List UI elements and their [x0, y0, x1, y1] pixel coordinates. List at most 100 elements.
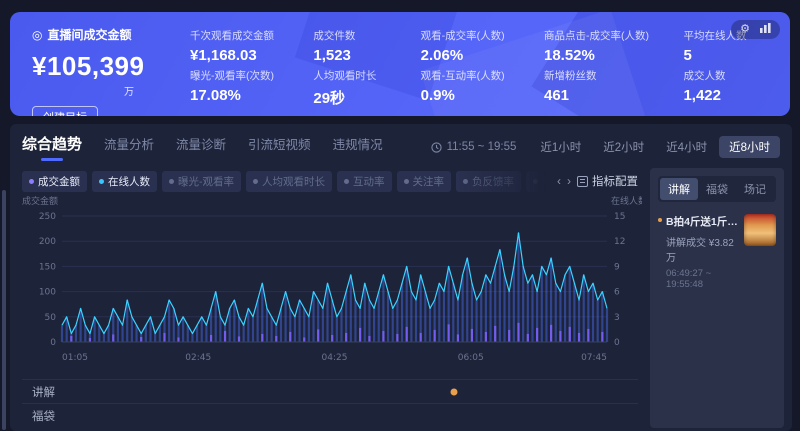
metric-value: 29秒: [313, 90, 346, 107]
svg-text:6: 6: [614, 288, 620, 298]
marker-dot[interactable]: [450, 388, 458, 395]
range-button[interactable]: 近2小时: [603, 142, 645, 154]
trend-chart[interactable]: 250 15 200 12 150 9 100 6 50 3 0 0 成交金额 在线人数 01:05 02:4…: [22, 194, 647, 374]
tab-流量分析[interactable]: 流量分析: [104, 138, 155, 152]
metric-value: 461: [543, 87, 570, 104]
nav-row: 综合趋势 流量分析 流量诊断 引流短视频 违规情况 11:55 ~ 19:55 近1小时…: [10, 132, 792, 162]
banner-metric: 成交人数 1,422: [683, 68, 780, 108]
chevron-right-icon[interactable]: ›: [567, 174, 571, 188]
banner-metric: 千次观看成交金额 ¥1,168.03: [190, 28, 313, 68]
primary-metric-unit: 万: [124, 87, 134, 98]
metric-chip[interactable]: 关注率: [396, 170, 451, 192]
chevron-left-icon[interactable]: ‹: [557, 174, 561, 188]
chart-section: 成交金额在线人数曝光-观看率人均观看时长互动率关注率负反馈率负反馈次数千次观看成…: [10, 168, 650, 428]
gear-icon[interactable]: ⚙: [740, 23, 750, 35]
chip-dot-icon: [169, 178, 174, 184]
tab-综合趋势[interactable]: 综合趋势: [22, 133, 82, 161]
tab-流量诊断[interactable]: 流量诊断: [176, 138, 227, 152]
clock-icon: [430, 141, 442, 153]
chip-label: 在线人数: [108, 175, 150, 188]
metric-chip[interactable]: 负反馈次数: [526, 170, 551, 192]
time-range-text: 11:55 ~ 19:55: [446, 141, 517, 153]
chip-label: 曝光-观看率: [178, 175, 234, 188]
metric-label: 观看-互动率(人数): [420, 70, 505, 82]
chip-dot-icon: [29, 178, 34, 184]
target-icon: ◎: [32, 27, 43, 42]
tab-违规情况[interactable]: 违规情况: [332, 138, 383, 152]
chip-dot-icon: [99, 178, 104, 184]
metric-chip[interactable]: 负反馈率: [456, 170, 521, 192]
item-deal-amount: 讲解成交 ¥3.82万: [666, 238, 734, 264]
chip-label: 人均观看时长: [262, 175, 325, 188]
scrollbar[interactable]: [2, 190, 6, 430]
metric-chip-row: 成交金额在线人数曝光-观看率人均观看时长互动率关注率负反馈率负反馈次数千次观看成…: [22, 168, 638, 194]
metric-value: 1,422: [683, 87, 721, 104]
sidebar-tab-场记[interactable]: 场记: [744, 184, 766, 196]
svg-text:250: 250: [39, 212, 56, 222]
metric-label: 成交人数: [683, 70, 726, 82]
stats-icon[interactable]: [760, 23, 771, 36]
svg-text:200: 200: [39, 237, 56, 247]
product-thumbnail: [744, 214, 776, 246]
metric-chip[interactable]: 互动率: [337, 170, 392, 192]
metric-chip[interactable]: 成交金额: [22, 170, 87, 192]
chip-label: 关注率: [412, 175, 445, 188]
range-button[interactable]: 近8小时: [719, 136, 780, 158]
metric-config-label: 指标配置: [592, 176, 638, 188]
metric-chip[interactable]: 曝光-观看率: [162, 170, 241, 192]
metric-label: 曝光-观看率(次数): [190, 70, 274, 82]
summary-banner: ◎ 直播间成交金额 ¥105,399 万 创建目标 千次观看成交金额 ¥1,168…: [10, 12, 790, 116]
primary-metric-label: 直播间成交金额: [47, 28, 132, 42]
svg-text:02:45: 02:45: [185, 353, 211, 363]
explain-item[interactable]: B拍4斤送1斤共35-4... 讲解成交 ¥3.82万 06:49:27 ~ 19:…: [658, 214, 776, 290]
sidebar-tab-福袋[interactable]: 福袋: [706, 184, 728, 196]
banner-metric: 观看-成交率(人数) 2.06%: [421, 28, 544, 68]
chip-dot-icon: [344, 178, 349, 184]
chip-label: 互动率: [353, 175, 385, 188]
chip-label: 负反馈次数: [542, 175, 551, 188]
svg-text:9: 9: [614, 262, 620, 272]
metric-label: 商品点击-成交率(人数): [543, 30, 649, 42]
metric-config-button[interactable]: 指标配置: [577, 173, 638, 189]
time-range-display: 11:55 ~ 19:55: [430, 141, 517, 153]
chip-scroll-arrows: ‹ ›: [557, 174, 571, 188]
create-goal-button[interactable]: 创建目标: [32, 106, 98, 116]
svg-text:04:25: 04:25: [322, 353, 348, 363]
banner-metric: 人均观看时长 29秒: [313, 68, 420, 108]
metric-chip[interactable]: 在线人数: [92, 170, 157, 192]
time-controls: 11:55 ~ 19:55 近1小时 近2小时 近4小时 近8小时: [430, 136, 780, 158]
svg-text:01:05: 01:05: [62, 353, 88, 363]
banner-metric: 曝光-观看率(次数) 17.08%: [190, 68, 313, 108]
chip-label: 负反馈率: [472, 175, 514, 188]
config-icon: [577, 175, 588, 187]
banner-metrics-grid: 千次观看成交金额 ¥1,168.03 成交件数 1,523 观看-成交率(人数) 2.06…: [190, 28, 780, 108]
event-lanes: 讲解 福袋: [22, 379, 638, 427]
chip-label: 成交金额: [38, 175, 80, 188]
metric-label: 成交件数: [313, 30, 356, 42]
metric-value: 5: [683, 47, 692, 64]
svg-text:0: 0: [614, 338, 620, 348]
primary-metric: ◎ 直播间成交金额 ¥105,399 万 创建目标: [32, 26, 182, 116]
range-button[interactable]: 近1小时: [540, 142, 582, 154]
svg-text:150: 150: [39, 262, 56, 272]
chip-dot-icon: [253, 178, 258, 184]
svg-text:3: 3: [614, 313, 620, 323]
sidebar-tab-讲解[interactable]: 讲解: [660, 178, 698, 200]
svg-text:0: 0: [50, 338, 56, 348]
item-title: B拍4斤送1斤共35-4...: [666, 216, 738, 228]
svg-text:100: 100: [39, 288, 56, 298]
content-row: 成交金额在线人数曝光-观看率人均观看时长互动率关注率负反馈率负反馈次数千次观看成…: [10, 168, 792, 428]
banner-metric: 成交件数 1,523: [313, 28, 420, 68]
svg-text:12: 12: [614, 237, 625, 247]
metric-chip[interactable]: 人均观看时长: [246, 170, 332, 192]
sidebar-tabs: 讲解 福袋 场记: [658, 176, 776, 202]
section-tabs: 综合趋势 流量分析 流量诊断 引流短视频 违规情况: [22, 133, 383, 161]
svg-text:在线人数: 在线人数: [611, 195, 642, 207]
lane-label: 讲解: [32, 386, 55, 399]
tab-引流短视频[interactable]: 引流短视频: [248, 138, 311, 152]
svg-text:07:45: 07:45: [581, 353, 607, 363]
range-button[interactable]: 近4小时: [666, 142, 708, 154]
metric-value: 0.9%: [420, 87, 455, 104]
chip-dot-icon: [533, 178, 538, 184]
